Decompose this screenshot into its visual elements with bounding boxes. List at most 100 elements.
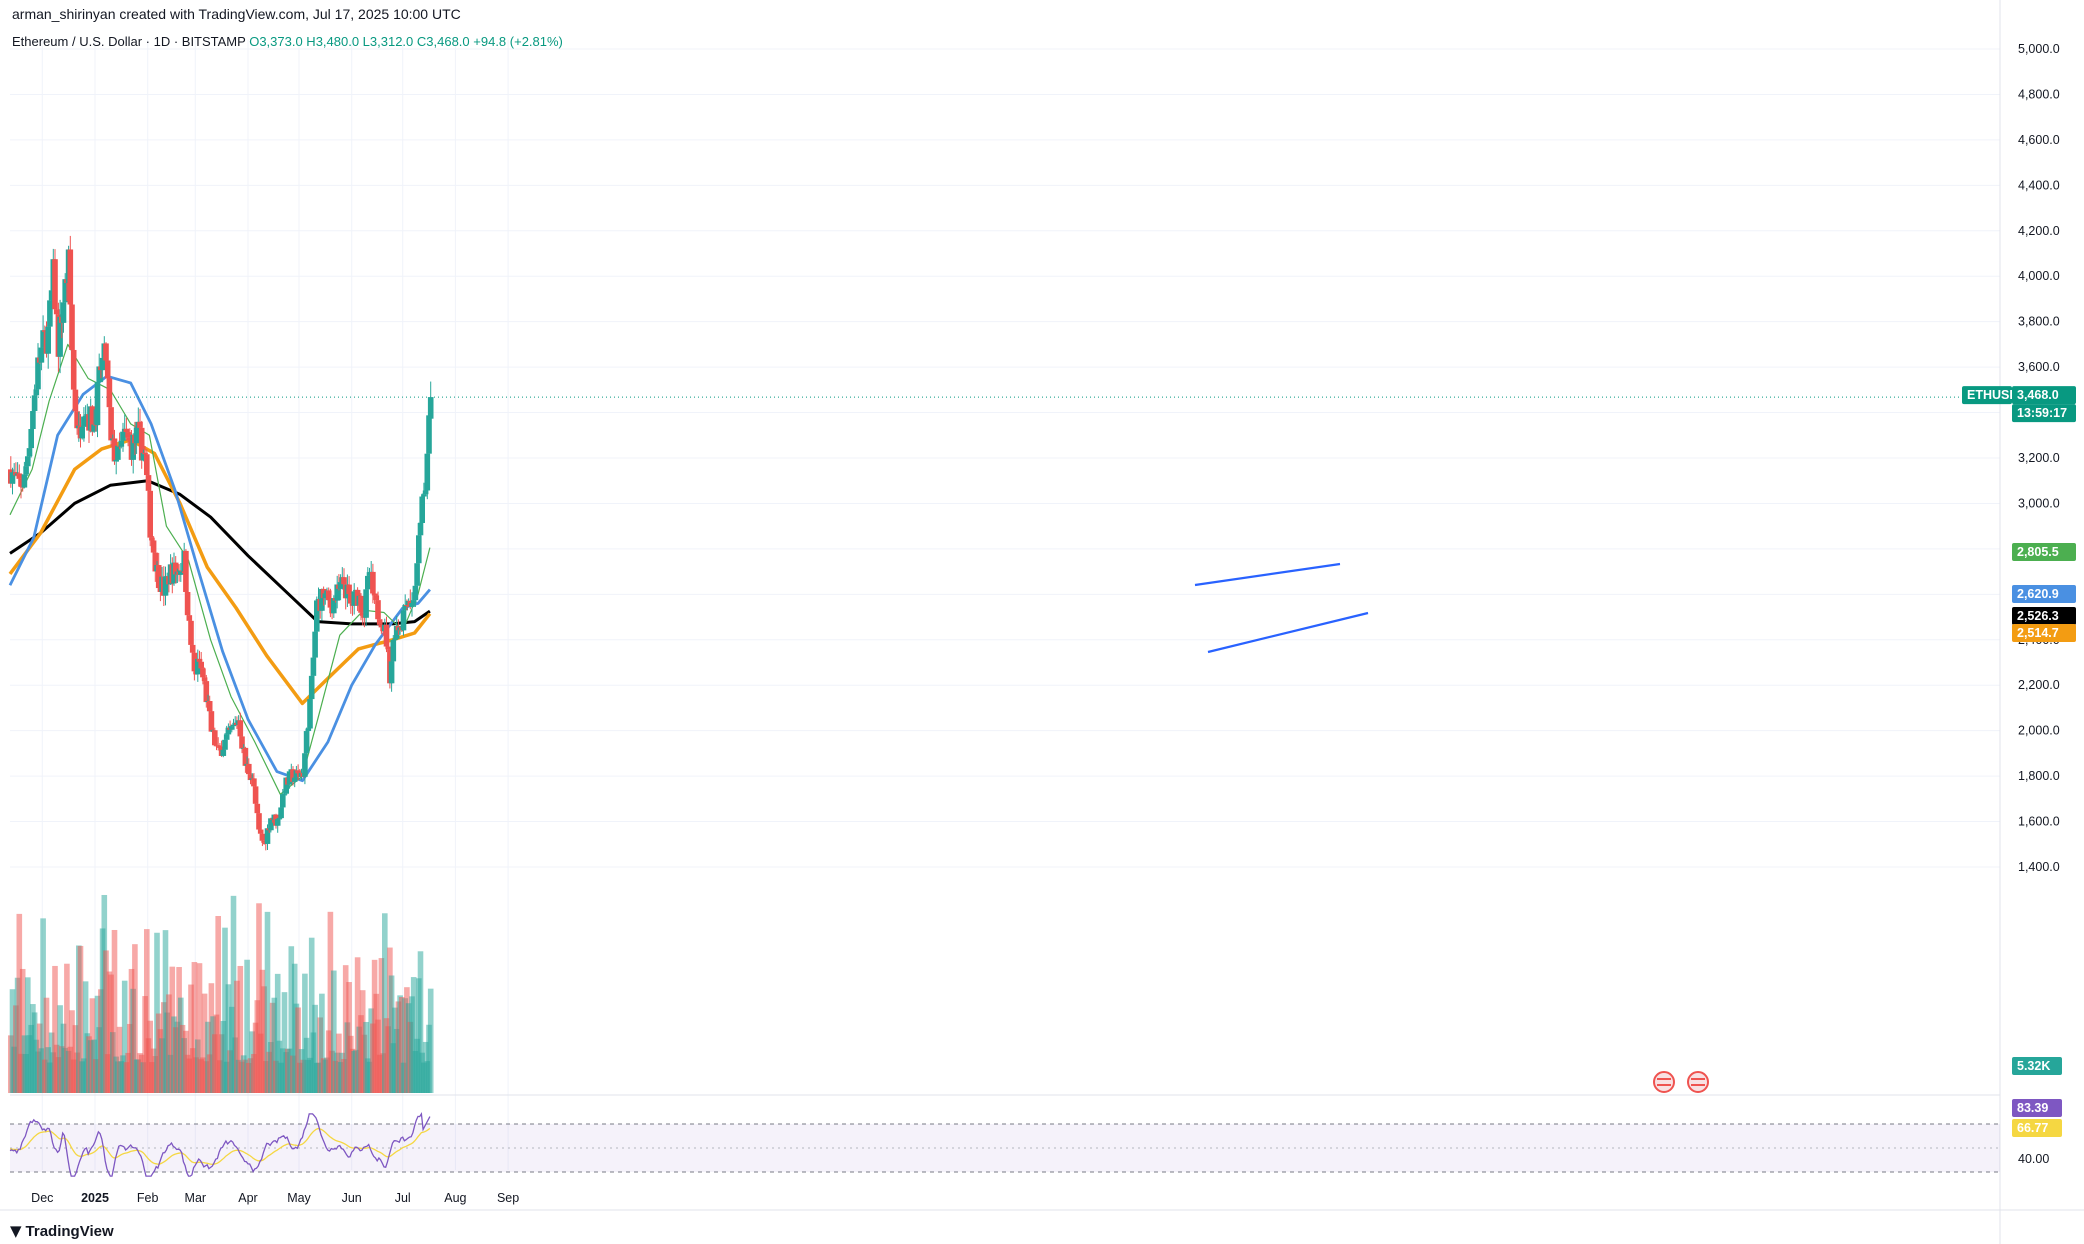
volume-bar (274, 973, 281, 1093)
candle-body (155, 565, 162, 589)
candle-body (206, 701, 213, 712)
price-tick-label: 4,200.0 (2018, 224, 2060, 238)
volume-bar (103, 950, 109, 1093)
candle-body (383, 624, 390, 647)
volume-bar (147, 1020, 153, 1093)
candle-body (319, 588, 325, 611)
price-tick-label: 4,600.0 (2018, 133, 2060, 147)
volume-bar (319, 993, 325, 1093)
event-flags (1653, 1071, 1709, 1093)
volume-bar (166, 994, 172, 1093)
candle-body (280, 794, 286, 808)
candle-body (412, 585, 419, 601)
candle-body (341, 577, 347, 585)
us-flag-icon[interactable] (1687, 1071, 1709, 1093)
candle-body (302, 753, 308, 777)
ma-value-badge-bg (2012, 607, 2076, 625)
volume-bar (331, 970, 337, 1093)
candle-body (115, 445, 121, 460)
volume-bar (116, 1026, 123, 1093)
tradingview-logo[interactable]: ▼ TradingView (10, 1222, 114, 1240)
volume-bar (77, 945, 84, 1093)
candle-body (252, 786, 259, 804)
candle-body (378, 624, 385, 628)
ma-value-badge-bg (2012, 543, 2076, 561)
volume-bar (154, 932, 160, 1093)
candle-body (99, 357, 106, 371)
candle-body (184, 591, 191, 616)
volume-bar (244, 959, 250, 1093)
candle-body (225, 727, 232, 735)
ma-value-badge-bg (2012, 624, 2076, 642)
candle-body (348, 594, 354, 604)
candle-body (200, 668, 206, 678)
time-tick-label: May (287, 1191, 311, 1205)
candle-body (404, 604, 410, 606)
candle-body (30, 411, 36, 430)
candle-body (264, 828, 271, 844)
candle-body (212, 730, 218, 746)
candle-body (268, 818, 274, 831)
candlesticks (8, 235, 434, 851)
candle-body (35, 357, 41, 390)
rsi-band (10, 1124, 2000, 1172)
candle-body (104, 360, 111, 379)
candle-body (286, 771, 293, 785)
candle-body (410, 600, 417, 604)
time-tick-label: Dec (31, 1191, 53, 1205)
candle-body (89, 406, 96, 432)
candle-body (142, 452, 148, 455)
candle-body (371, 593, 378, 596)
symbol-legend[interactable]: Ethereum / U.S. Dollar · 1D · BITSTAMP O… (12, 34, 563, 49)
time-tick-label: Jun (342, 1191, 362, 1205)
ohlc-values: O3,373.0 H3,480.0 L3,312.0 C3,468.0 +94.… (249, 34, 563, 49)
ma-slow-line (8, 438, 432, 706)
candle-body (188, 620, 194, 645)
rsi-value-badge: 83.39 (2017, 1101, 2048, 1115)
candle-body (150, 540, 157, 553)
volume-bar (230, 895, 237, 1093)
candle-body (295, 770, 301, 774)
candle-body (198, 661, 204, 669)
volume-bar (69, 1010, 75, 1093)
candle-body (246, 763, 252, 775)
current-symbol-badge-bg (1962, 386, 2012, 405)
candle-body (256, 813, 262, 830)
candle-body (145, 475, 152, 491)
candle-body (417, 523, 424, 536)
price-tick-label: 4,800.0 (2018, 87, 2060, 101)
rsi-line (9, 1111, 431, 1177)
volume-bar (378, 958, 385, 1093)
tradingview-label: TradingView (25, 1223, 114, 1240)
candle-body (416, 535, 422, 564)
chart-credit: arman_shirinyan created with TradingView… (12, 6, 461, 22)
candle-body (217, 746, 223, 748)
candle-body (257, 829, 264, 834)
candle-body (106, 378, 113, 408)
candle-body (337, 582, 344, 589)
volume-bar (9, 989, 16, 1093)
current-price-badge: 3,468.0 (2017, 388, 2059, 402)
volume-bar (264, 911, 271, 1093)
volume-bar (19, 968, 26, 1093)
candle-body (312, 631, 318, 658)
candle-body (229, 726, 235, 730)
volume-bar (16, 913, 23, 1093)
us-flag-icon[interactable] (1653, 1071, 1675, 1093)
volume-bar (399, 997, 405, 1093)
candle-body (223, 734, 230, 740)
volume-bar (271, 997, 278, 1093)
ma-value-badge: 2,805.5 (2017, 545, 2059, 559)
time-tick-label: Apr (238, 1191, 257, 1205)
candle-body (400, 610, 407, 631)
candle-body (230, 724, 237, 727)
candle-body (81, 416, 87, 427)
price-tick-label: 3,600.0 (2018, 360, 2060, 374)
candle-body (195, 658, 201, 675)
candle-body (322, 593, 329, 599)
volume-bar (121, 980, 128, 1093)
candle-body (346, 584, 352, 595)
volume-bar (382, 913, 388, 1093)
candle-body (70, 349, 77, 390)
